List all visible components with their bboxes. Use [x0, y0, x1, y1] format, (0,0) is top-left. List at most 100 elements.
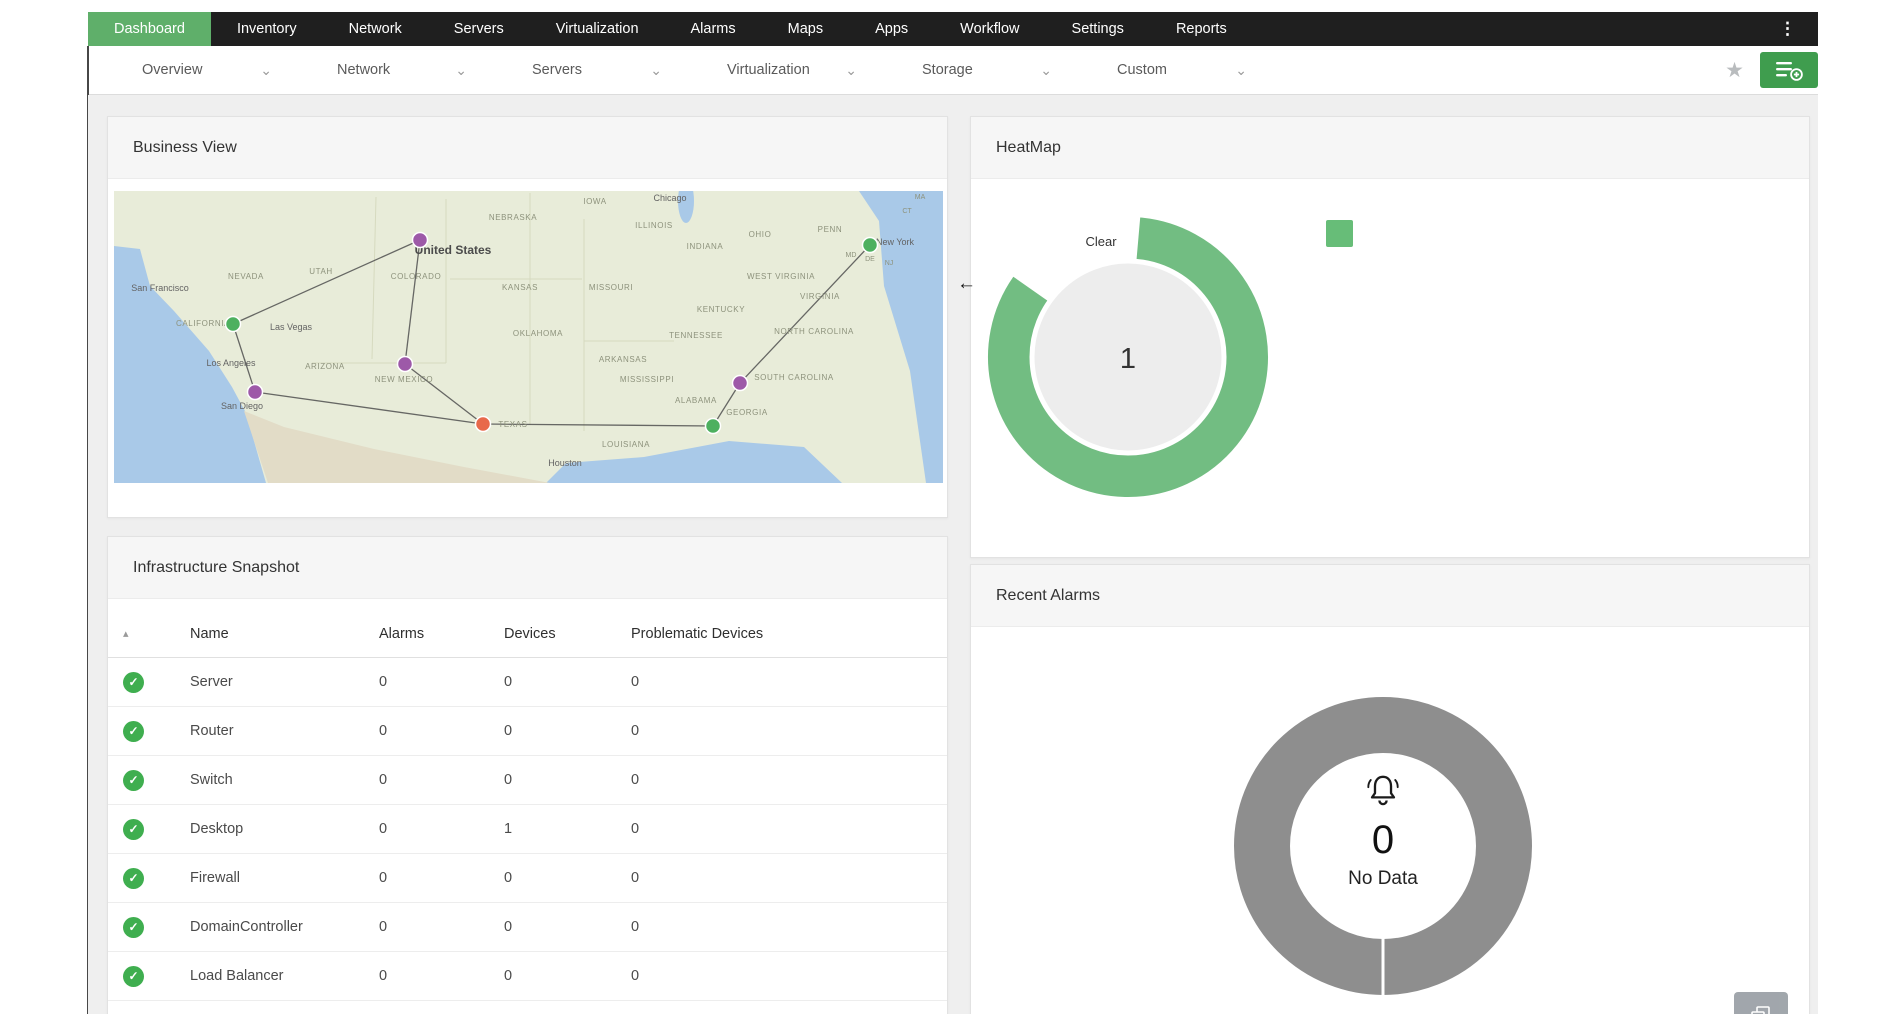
table-row[interactable]: ✓ Desktop 0 1 0	[108, 805, 947, 854]
map-state-label: NEBRASKA	[489, 213, 537, 222]
favorite-star-icon[interactable]: ★	[1725, 58, 1744, 82]
top-nav-items: Dashboard Inventory Network Servers Virtuali…	[88, 12, 1253, 46]
map-city-label: San Diego	[221, 401, 263, 411]
column-header-problematic[interactable]: Problematic Devices	[631, 625, 764, 642]
map-node[interactable]	[396, 355, 414, 373]
nav-item-virtualization[interactable]: Virtualization	[555, 21, 639, 37]
map-node[interactable]	[411, 231, 429, 249]
map-city-label: Houston	[548, 458, 582, 468]
nav-item-reports[interactable]: Reports	[1175, 21, 1227, 37]
cell-problematic: 0	[631, 821, 640, 837]
cell-devices: 1	[504, 821, 513, 837]
nav-item-workflow[interactable]: Workflow	[960, 21, 1020, 37]
cell-alarms: 0	[379, 870, 388, 886]
table-row[interactable]: ✓ Switch 0 0 0	[108, 756, 947, 805]
heatmap-arc-segment[interactable]	[988, 217, 1268, 497]
column-header-alarms[interactable]: Alarms	[379, 625, 425, 642]
subnav-tab-servers[interactable]: Servers ⌄	[532, 62, 662, 79]
cell-problematic: 0	[631, 870, 640, 886]
map-city-label: New York	[876, 237, 915, 247]
nav-item-servers[interactable]: Servers	[453, 21, 504, 37]
cell-alarms: 0	[379, 723, 388, 739]
map-region-label: MD	[846, 252, 857, 259]
nav-item-settings[interactable]: Settings	[1071, 21, 1124, 37]
map-link-line	[404, 363, 484, 425]
map-state-label: TENNESSEE	[669, 331, 723, 340]
nav-item-network[interactable]: Network	[348, 21, 402, 37]
table-row[interactable]: ✓WAN Accelerator000	[108, 1001, 947, 1014]
map-node[interactable]	[224, 315, 242, 333]
cell-devices: 0	[504, 674, 513, 690]
subnav-tab-custom[interactable]: Custom ⌄	[1117, 62, 1247, 79]
table-row[interactable]: ✓ Server 0 0 0	[108, 658, 947, 707]
subnav-tab-label: Network	[337, 62, 391, 78]
heatmap-legend-swatch[interactable]	[1326, 220, 1353, 247]
sort-asc-icon[interactable]: ▴	[123, 628, 129, 640]
chevron-down-icon: ⌄	[650, 61, 662, 78]
table-row[interactable]: ✓ Router 0 0 0	[108, 707, 947, 756]
alarms-center-content: 0 No Data	[1283, 772, 1483, 890]
map-link-line	[232, 323, 256, 393]
nav-item-inventory[interactable]: Inventory	[236, 21, 297, 37]
map-city-label: Las Vegas	[270, 322, 313, 332]
panel-title-business-view: Business View	[133, 138, 237, 156]
infrastructure-table: ▴ Name Alarms Devices Problematic Device…	[108, 610, 947, 1014]
map-link-line	[739, 244, 871, 384]
subnav-tab-storage[interactable]: Storage ⌄	[922, 62, 1052, 79]
column-header-devices[interactable]: Devices	[504, 625, 556, 642]
nav-item-maps[interactable]: Maps	[787, 21, 824, 37]
heatmap-panel: HeatMap 1 Clear	[970, 116, 1810, 558]
table-row[interactable]: ✓ Load Balancer 0 0 0	[108, 952, 947, 1001]
subnav-tab-virtualization[interactable]: Virtualization ⌄	[727, 62, 857, 79]
cell-problematic: 0	[631, 919, 640, 935]
map-node[interactable]	[861, 236, 879, 254]
table-header-row: ▴ Name Alarms Devices Problematic Device…	[108, 610, 947, 658]
column-header-name[interactable]: Name	[190, 625, 229, 642]
subnav-tab-label: Virtualization	[727, 62, 810, 78]
cell-name: Load Balancer	[190, 968, 284, 984]
map-node[interactable]	[731, 374, 749, 392]
cell-devices: 0	[504, 919, 513, 935]
pacific-ocean	[114, 246, 266, 483]
business-view-map[interactable]: NEVADA UTAH COLORADO KANSAS MISSOURI NEBRASKA…	[114, 191, 943, 483]
subnav-tab-overview[interactable]: Overview ⌄	[142, 62, 272, 79]
chevron-down-icon: ⌄	[1040, 61, 1052, 78]
floating-pages-button[interactable]	[1734, 992, 1788, 1014]
cell-alarms: 0	[379, 919, 388, 935]
cell-devices: 0	[504, 968, 513, 984]
subnav-tab-network[interactable]: Network ⌄	[337, 62, 467, 79]
recent-alarms-panel: Recent Alarms 0 No Data	[970, 564, 1810, 1014]
map-region-label: MA	[915, 194, 926, 201]
nav-item-apps[interactable]: Apps	[875, 21, 909, 37]
nav-item-alarms[interactable]: Alarms	[690, 21, 736, 37]
status-ok-icon: ✓	[123, 671, 144, 693]
mexico-land	[244, 411, 550, 483]
map-state-label: TEXAS	[498, 420, 527, 429]
chevron-down-icon: ⌄	[1235, 61, 1247, 78]
heatmap-donut-chart[interactable]: 1 Clear	[968, 197, 1288, 517]
map-state-label: LOUISIANA	[602, 440, 650, 449]
table-row[interactable]: ✓ DomainController 0 0 0	[108, 903, 947, 952]
map-node[interactable]	[474, 415, 492, 433]
map-region-label: NJ	[885, 260, 894, 267]
business-view-panel: Business View NEVADA UTAH COLORADO KANSAS MI…	[107, 116, 948, 518]
cursor-arrow-icon: ←	[957, 273, 976, 294]
panel-title-recent-alarms: Recent Alarms	[996, 586, 1101, 604]
map-node[interactable]	[704, 417, 722, 435]
table-row[interactable]: ✓ Firewall 0 0 0	[108, 854, 947, 903]
state-borders	[312, 193, 674, 431]
map-city-label: Los Angeles	[206, 358, 256, 368]
map-state-label: SOUTH CAROLINA	[754, 373, 834, 382]
kebab-menu-icon[interactable]: ⋮	[1779, 19, 1796, 38]
map-node[interactable]	[246, 383, 264, 401]
map-state-label: PENN	[818, 225, 843, 234]
map-link-line	[482, 423, 714, 427]
add-dashboard-button[interactable]	[1760, 52, 1818, 88]
map-country-label: United States	[415, 243, 492, 257]
panel-header: Recent Alarms	[971, 565, 1809, 627]
map-state-label: KENTUCKY	[697, 305, 745, 314]
map-state-label: IOWA	[583, 197, 606, 206]
chevron-down-icon: ⌄	[455, 61, 467, 78]
cell-devices: 0	[504, 870, 513, 886]
nav-item-dashboard[interactable]: Dashboard	[88, 12, 211, 46]
